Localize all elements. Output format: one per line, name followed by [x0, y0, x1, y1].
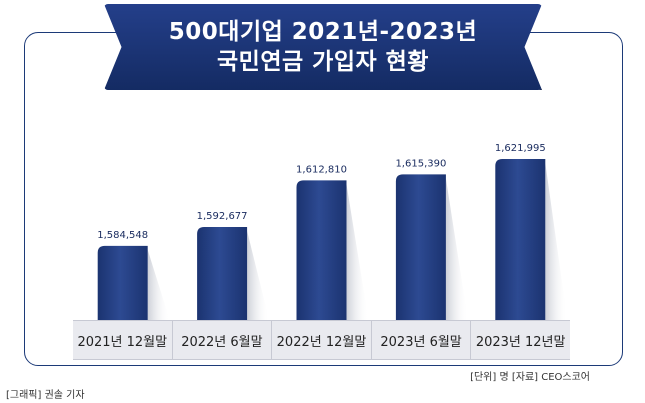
bar — [296, 180, 347, 320]
bar-shadow — [346, 184, 369, 320]
bar — [97, 245, 148, 320]
bar-shadow — [445, 178, 468, 320]
data-label: 1,612,810 — [296, 164, 347, 175]
bar-shadow — [147, 249, 170, 320]
chart-title-line1: 500대기업 2021년-2023년 — [168, 19, 478, 45]
title-banner: 500대기업 2021년-2023년 국민연금 가입자 현황 — [104, 4, 542, 90]
chart-title-line2: 국민연금 가입자 현황 — [217, 49, 429, 75]
x-tick-label: 2022년 12월말 — [271, 321, 371, 359]
bar-shadow — [247, 231, 270, 320]
x-axis-categories: 2021년 12월말 2022년 6월말 2022년 12월말 2023년 6월… — [73, 320, 570, 360]
bar — [495, 159, 546, 320]
data-label: 1,592,677 — [197, 211, 248, 222]
bar — [197, 227, 248, 320]
x-tick-label: 2023년 12년말 — [470, 321, 570, 359]
x-tick-label: 2022년 6월말 — [171, 321, 272, 359]
data-label: 1,615,390 — [395, 158, 446, 169]
data-label: 1,621,995 — [495, 143, 546, 154]
unit-source-note: [단위] 명 [자료] CEO스코어 — [470, 372, 590, 383]
data-label: 1,584,548 — [97, 230, 148, 241]
x-tick-label: 2021년 12월말 — [77, 334, 168, 350]
bar — [395, 174, 446, 320]
bar-shadow — [545, 163, 568, 320]
x-tick-label: 2023년 6월말 — [370, 321, 471, 359]
graphic-credit: [그래픽] 권솔 기자 — [6, 390, 85, 401]
